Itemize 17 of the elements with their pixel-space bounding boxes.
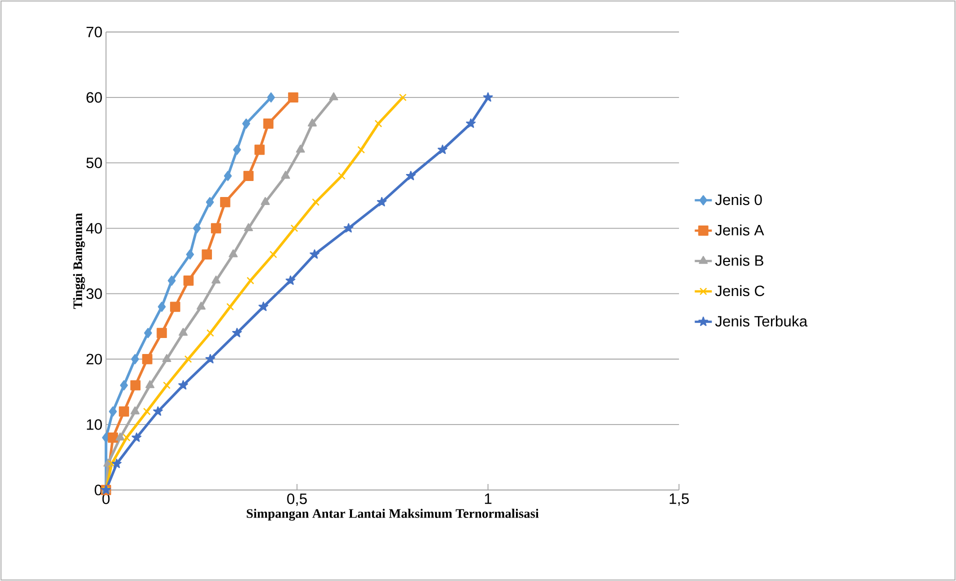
x-tick-label: 0,5 [287, 494, 307, 506]
x-axis-title: Simpangan Antar Lantai Maksimum Ternormalisasi [246, 508, 539, 521]
legend-label: Jenis C [715, 285, 764, 296]
y-tick-label: 30 [86, 288, 102, 300]
x-tick-label: 1 [484, 494, 492, 504]
x-tick-label: 1,5 [670, 494, 689, 506]
y-axis-title: Tinggi Bangunan [73, 213, 85, 309]
y-tick-label: 10 [86, 419, 102, 430]
y-tick-label: 70 [86, 26, 102, 38]
y-tick-label: 60 [86, 92, 102, 103]
legend-label: Jenis A [715, 224, 764, 236]
y-tick-label: 50 [86, 158, 102, 168]
y-tick-label: 40 [86, 222, 102, 234]
y-tick-label: 20 [86, 354, 102, 364]
legend-label: Jenis 0 [715, 194, 762, 206]
legend-label: Jenis B [715, 254, 764, 266]
legend-label: Jenis Terbuka [715, 316, 808, 327]
